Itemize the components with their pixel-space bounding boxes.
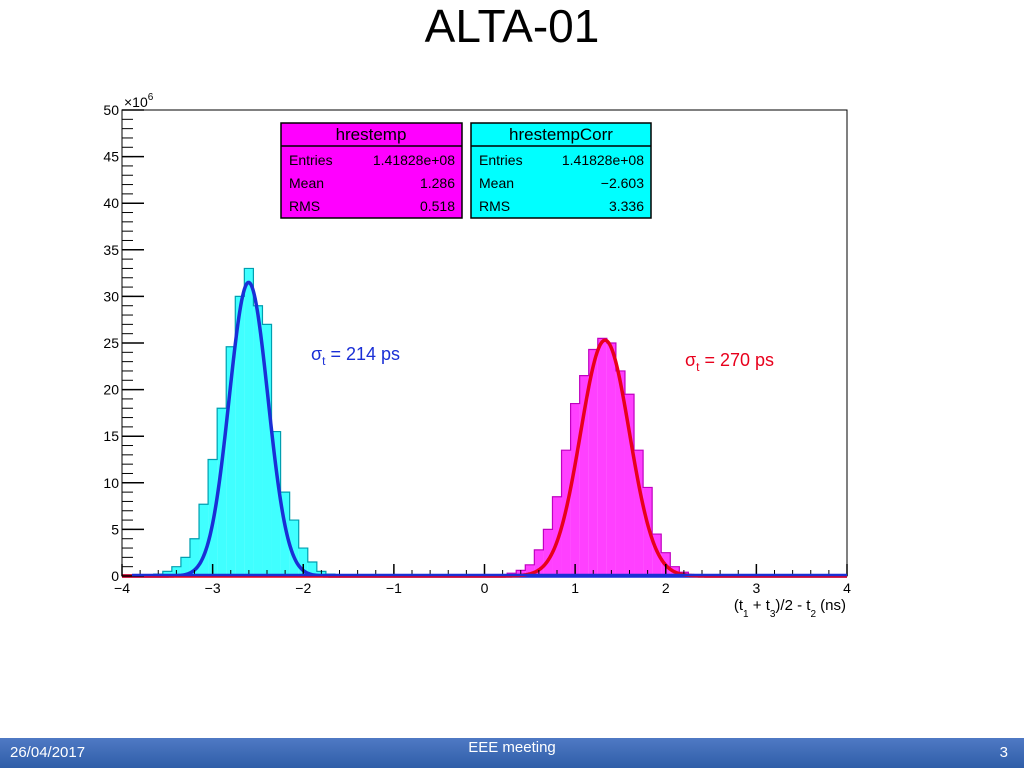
svg-text:RMS: RMS	[289, 198, 320, 214]
stat-box-hrestemp: hrestemp Entries 1.41828e+08 Mean 1.286 …	[280, 122, 463, 219]
hrestemp-bar	[543, 529, 553, 576]
page-number: 3	[999, 744, 1008, 761]
y-tick-label: 35	[103, 242, 119, 258]
stat-box-hrestempCorr-entries: 1.41828e+08	[562, 152, 644, 168]
y-tick-label: 10	[103, 475, 119, 491]
y-tick-label: 0	[111, 568, 119, 584]
hrestemp-bar	[652, 534, 662, 576]
y-multiplier: ×106	[124, 92, 154, 110]
y-tick-label: 15	[103, 428, 119, 444]
y-tick-label: 25	[103, 335, 119, 351]
x-tick-label: −2	[295, 580, 311, 596]
hrestemp-bar	[615, 370, 625, 576]
hrestempCorr-bar	[298, 548, 308, 576]
hrestemp-outline	[506, 337, 690, 576]
hrestempCorr-bar	[180, 557, 190, 576]
sigma-annotation-red: σt = 270 ps	[685, 350, 774, 374]
hrestemp-bar	[534, 549, 544, 576]
hrestemp-histogram	[506, 337, 690, 576]
stat-box-hrestemp-entries: 1.41828e+08	[373, 152, 455, 168]
hrestemp-bar	[597, 338, 607, 576]
x-tick-label: 1	[571, 580, 579, 596]
y-tick-label: 20	[103, 382, 119, 398]
x-axis-label: (t1 + t3)/2 - t2 (ns)	[734, 597, 846, 620]
stat-box-hrestempCorr-rms: 3.336	[609, 198, 644, 214]
hrestempCorr-bar	[244, 268, 254, 576]
stat-box-hrestempCorr: hrestempCorr Entries 1.41828e+08 Mean −2…	[470, 122, 652, 219]
hrestemp-bar	[624, 394, 635, 576]
hrestempCorr-bar	[271, 431, 281, 576]
x-tick-label: 2	[662, 580, 670, 596]
stat-box-hrestemp-bg	[280, 122, 463, 219]
x-tick-label: 0	[481, 580, 489, 596]
svg-text:Entries: Entries	[289, 152, 333, 168]
y-tick-label: 50	[103, 102, 119, 118]
hrestempCorr-bar	[307, 562, 317, 576]
svg-text:Mean: Mean	[289, 175, 324, 191]
slide-title: ALTA-01	[424, 0, 600, 52]
hrestemp-bar	[634, 450, 644, 576]
svg-text:Entries: Entries	[479, 152, 523, 168]
stat-box-hrestempCorr-bg	[470, 122, 652, 219]
hrestempCorr-bar	[162, 571, 172, 576]
y-tick-label: 45	[103, 149, 119, 165]
y-tick-label: 40	[103, 195, 119, 211]
stat-box-hrestemp-rms: 0.518	[420, 198, 455, 214]
x-tick-label: −4	[114, 580, 130, 596]
hrestemp-bar	[643, 487, 653, 576]
svg-text:Mean: Mean	[479, 175, 514, 191]
hrestempCorr-bar	[226, 346, 236, 576]
hrestempCorr-bar	[253, 305, 263, 576]
hrestemp-bar	[570, 403, 580, 576]
x-tick-label: 3	[752, 580, 760, 596]
hrestempCorr-histogram	[153, 267, 336, 576]
y-tick-label: 5	[111, 521, 119, 537]
hrestempCorr-bar	[199, 504, 209, 576]
hrestempCorr-bar	[289, 520, 299, 576]
hrestempCorr-bar	[189, 538, 200, 576]
footer-bar: 26/04/2017 EEE meeting 3	[0, 738, 1024, 768]
hrestempCorr-bar	[235, 296, 245, 576]
hrestemp-bar	[525, 564, 535, 576]
svg-text:RMS: RMS	[479, 198, 510, 214]
footer-title: EEE meeting	[468, 739, 556, 756]
stat-box-hrestemp-mean: 1.286	[420, 175, 455, 191]
stat-box-hrestemp-title: hrestemp	[336, 125, 407, 144]
x-tick-label: −1	[386, 580, 402, 596]
x-tick-label: −3	[205, 580, 221, 596]
sigma-annotation-blue: σt = 214 ps	[311, 344, 400, 368]
footer-date: 26/04/2017	[10, 744, 86, 761]
x-tick-label: 4	[843, 580, 851, 596]
hrestemp-bar	[579, 375, 589, 576]
stat-box-hrestempCorr-mean: −2.603	[601, 175, 644, 191]
stat-box-hrestempCorr-title: hrestempCorr	[509, 125, 613, 144]
hrestemp-bar	[606, 343, 616, 576]
hrestempCorr-outline	[153, 267, 336, 576]
y-tick-label: 30	[103, 288, 119, 304]
hrestempCorr-bar	[262, 324, 272, 576]
hrestemp-bar	[588, 349, 598, 576]
hrestempCorr-bar	[217, 408, 227, 576]
